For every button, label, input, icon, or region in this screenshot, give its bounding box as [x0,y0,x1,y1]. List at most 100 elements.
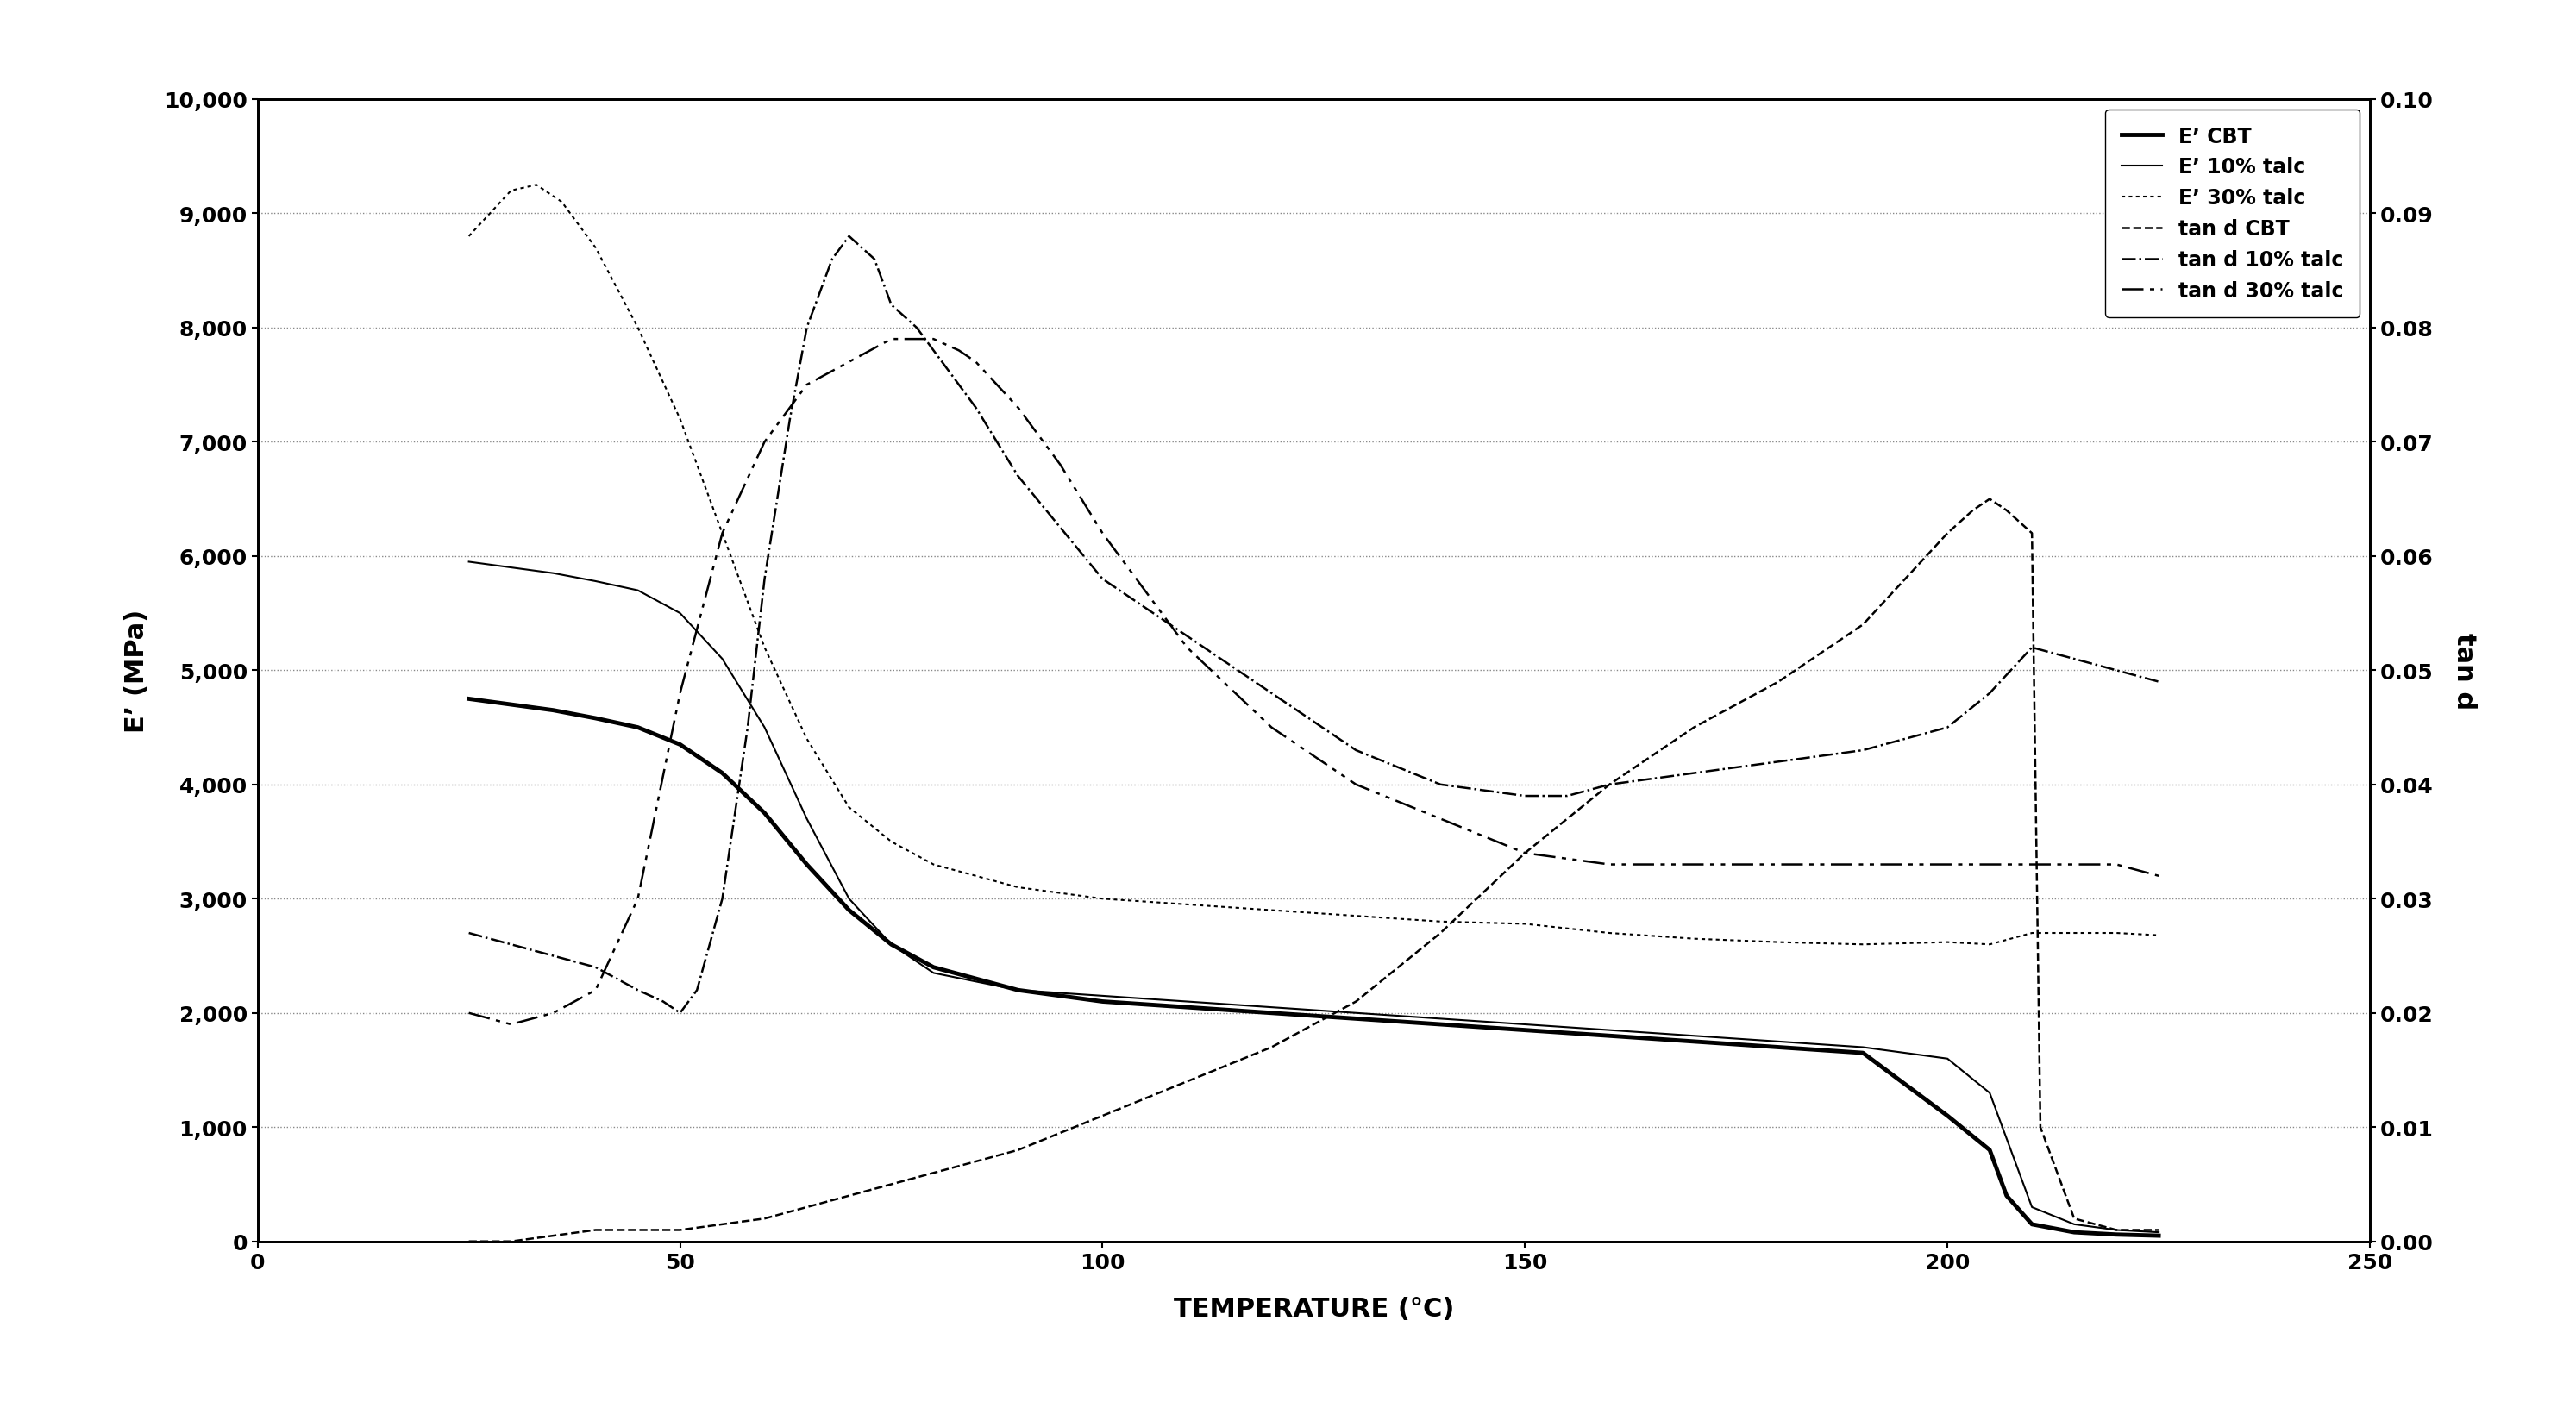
E’ 30% talc [495,183,526,200]
E’ 10% talc [1991,1130,2022,1147]
tan d CBT [835,1187,866,1204]
tan d 30% talc [1087,525,1118,542]
E’ CBT [495,696,526,714]
E’ 30% talc [2017,925,2048,942]
tan d 10% talc [2143,674,2174,691]
tan d 30% talc [835,354,866,371]
tan d CBT [1973,491,2004,508]
E’ CBT [665,736,696,753]
Line: E’ 10% talc: E’ 10% talc [469,562,2159,1233]
E’ CBT [917,959,948,976]
tan d 30% talc [1257,719,1288,736]
E’ CBT [706,765,737,782]
E’ 30% talc [876,833,907,850]
tan d 30% talc [1680,856,1710,873]
tan d 10% talc [1973,685,2004,702]
E’ 30% talc [1087,890,1118,908]
tan d 30% talc [1847,856,1878,873]
tan d 30% talc [1002,400,1033,417]
tan d 30% talc [2058,856,2089,873]
tan d 10% talc [858,251,889,268]
tan d CBT [1847,616,1878,634]
tan d CBT [665,1222,696,1239]
E’ 30% talc [1425,913,1455,930]
E’ CBT [2058,1224,2089,1241]
tan d 10% talc [775,411,806,428]
E’ 10% talc [495,559,526,577]
E’ 30% talc [1973,936,2004,953]
tan d 30% talc [706,525,737,542]
E’ CBT [1595,1027,1625,1045]
tan d 10% talc [732,719,762,736]
E’ 30% talc [835,799,866,816]
E’ 30% talc [520,177,551,194]
tan d 10% talc [1172,628,1203,645]
E’ CBT [1932,1107,1963,1124]
E’ 10% talc [1257,999,1288,1016]
tan d 10% talc [453,925,484,942]
tan d 10% talc [706,890,737,908]
tan d 10% talc [2102,662,2133,679]
tan d CBT [917,1164,948,1182]
tan d CBT [1002,1142,1033,1159]
E’ 30% talc [580,240,611,257]
E’ 10% talc [665,605,696,622]
E’ 30% talc [2143,928,2174,945]
E’ 30% talc [1172,896,1203,913]
tan d CBT [1762,674,1793,691]
tan d 10% talc [961,400,992,417]
E’ 30% talc [1932,933,1963,950]
E’ 10% talc [1002,982,1033,999]
tan d 30% talc [1510,845,1540,862]
E’ 10% talc [791,811,822,828]
tan d CBT [1172,1073,1203,1090]
Legend: E’ CBT, E’ 10% talc, E’ 30% talc, tan d CBT, tan d 10% talc, tan d 30% talc: E’ CBT, E’ 10% talc, E’ 30% talc, tan d … [2105,110,2360,318]
Line: tan d 10% talc: tan d 10% talc [469,237,2159,1013]
tan d 30% talc [665,685,696,702]
tan d 30% talc [961,354,992,371]
E’ 10% talc [538,565,569,582]
E’ 30% talc [706,525,737,542]
E’ 10% talc [876,936,907,953]
tan d CBT [580,1222,611,1239]
E’ 30% talc [1257,902,1288,919]
E’ 30% talc [546,194,577,211]
E’ 10% talc [2102,1222,2133,1239]
E’ 10% talc [835,890,866,908]
Line: E’ CBT: E’ CBT [469,699,2159,1236]
tan d 10% talc [902,320,933,337]
E’ 30% talc [1762,933,1793,950]
Line: tan d CBT: tan d CBT [469,499,2159,1241]
E’ CBT [538,702,569,719]
tan d CBT [1958,502,1989,519]
E’ CBT [453,691,484,708]
tan d CBT [2017,525,2048,542]
tan d 10% talc [1551,788,1582,805]
Y-axis label: tan d: tan d [2452,632,2476,709]
tan d 10% talc [1425,776,1455,793]
tan d CBT [1891,571,1922,588]
E’ 30% talc [453,228,484,245]
tan d CBT [1932,525,1963,542]
E’ CBT [1991,1187,2022,1204]
E’ CBT [2017,1216,2048,1233]
E’ CBT [623,719,654,736]
tan d 10% talc [683,982,714,999]
X-axis label: TEMPERATURE (°C): TEMPERATURE (°C) [1175,1296,1453,1321]
tan d CBT [2102,1222,2133,1239]
E’ 10% talc [1425,1010,1455,1027]
tan d 30% talc [1425,811,1455,828]
E’ CBT [1340,1010,1370,1027]
E’ 10% talc [1932,1050,1963,1067]
E’ 10% talc [1847,1039,1878,1056]
E’ CBT [1425,1016,1455,1033]
tan d 10% talc [1762,753,1793,771]
E’ 30% talc [1510,916,1540,933]
tan d CBT [1595,776,1625,793]
E’ 30% talc [1680,930,1710,948]
tan d 10% talc [580,959,611,976]
tan d 10% talc [835,228,866,245]
E’ CBT [2143,1227,2174,1244]
tan d CBT [1340,993,1370,1010]
tan d 10% talc [2017,639,2048,656]
